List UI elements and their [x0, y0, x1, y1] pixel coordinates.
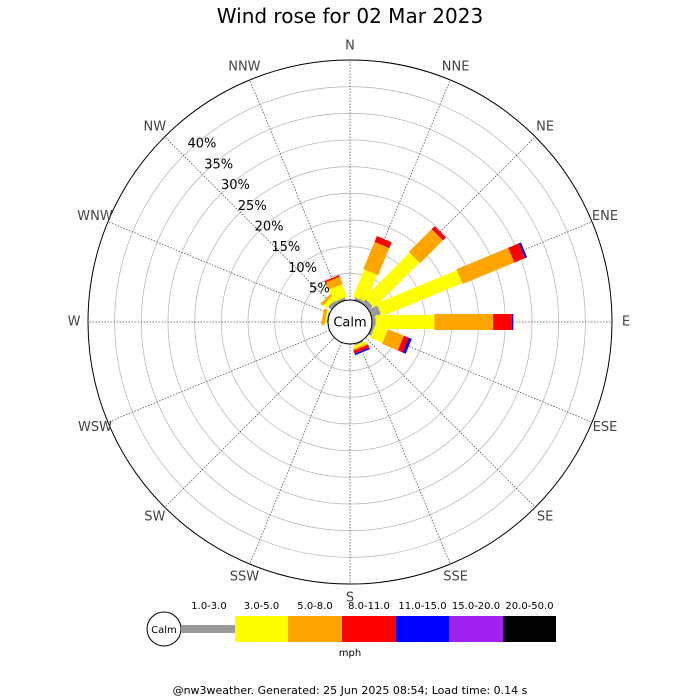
- direction-spoke: [365, 337, 536, 508]
- direction-label: ESE: [593, 420, 618, 435]
- bar-segment-ne-0: [362, 299, 373, 310]
- bar-segment-nne-3: [374, 236, 392, 249]
- bar-segment-e-0: [372, 317, 376, 327]
- direction-label: S: [346, 591, 354, 606]
- bar-segment-ene-4: [519, 242, 528, 259]
- bar-segment-nw-2: [320, 292, 334, 306]
- legend-label-0: 1.0-3.0: [191, 601, 226, 612]
- legend-label-5: 15.0-20.0: [452, 601, 500, 612]
- bar-segment-ese-2: [382, 329, 404, 351]
- direction-label: NNW: [228, 60, 260, 75]
- bar-segment-ese-3: [397, 335, 409, 353]
- direction-label: SE: [537, 510, 553, 525]
- legend-label-1: 3.0-5.0: [244, 601, 279, 612]
- bar-segment-nnw-3: [324, 275, 340, 283]
- bar-segment-e-2: [434, 314, 494, 330]
- direction-label: WSW: [78, 420, 112, 435]
- direction-label: W: [68, 315, 81, 330]
- direction-spoke: [107, 330, 330, 423]
- bar-segment-ne-1: [364, 252, 420, 308]
- direction-label: NW: [144, 119, 167, 134]
- direction-spoke: [164, 337, 335, 508]
- bar-segment-nnw-0: [336, 297, 346, 304]
- bar-segment-nw-0: [328, 300, 338, 310]
- direction-label: SSE: [443, 569, 468, 584]
- bar-segment-e-3: [493, 314, 512, 330]
- bar-segment-ese-1: [370, 325, 388, 343]
- direction-spoke: [249, 342, 342, 565]
- legend-swatch-2: [288, 616, 342, 642]
- legend-label-3: 8.0-11.0: [348, 601, 390, 612]
- bar-segment-e-1: [375, 315, 435, 329]
- direction-label: NE: [536, 119, 554, 134]
- bar-segment-e-4: [511, 314, 514, 330]
- bar-segment-ne-2: [408, 229, 443, 264]
- radial-tick-label: 10%: [288, 261, 317, 276]
- direction-label: WNW: [77, 209, 113, 224]
- legend-swatch-6: [503, 616, 556, 642]
- direction-label: SSW: [230, 569, 260, 584]
- radial-tick-label: 15%: [271, 240, 300, 255]
- legend-label-2: 5.0-8.0: [297, 601, 332, 612]
- direction-label: NNE: [442, 60, 470, 75]
- bar-segment-ne-3: [431, 226, 446, 241]
- legend-units: mph: [338, 648, 362, 659]
- radial-tick-label: 35%: [204, 157, 233, 172]
- bar-segment-nnw-2: [325, 276, 343, 290]
- bar-segment-wnw-w-1: [324, 310, 329, 325]
- bar-segment-ese-0: [368, 326, 375, 336]
- legend-swatch-5: [449, 616, 503, 642]
- bar-segment-ese-4: [402, 337, 412, 354]
- bar-segment-sse-4: [354, 347, 370, 356]
- legend-label-4: 11.0-15.0: [398, 601, 446, 612]
- bar-segment-wnw-w-2: [321, 308, 328, 326]
- legend-swatch-3: [342, 616, 396, 642]
- outer-ring: [87, 59, 613, 585]
- bar-segment-sse-3: [353, 344, 370, 354]
- radial-tick-label: 30%: [221, 178, 250, 193]
- bar-segment-sse-1: [352, 341, 367, 349]
- bar-segment-nne-2: [363, 241, 390, 276]
- radial-tick-label: 40%: [187, 137, 216, 152]
- legend-label-6: 20.0-50.0: [505, 601, 553, 612]
- radial-tick-label: 25%: [238, 199, 267, 214]
- direction-label: SW: [144, 510, 165, 525]
- bar-segment-nne-1: [353, 269, 378, 302]
- legend-calm-label: Calm: [151, 625, 177, 636]
- direction-spoke: [249, 79, 342, 302]
- legend-swatch-1: [235, 616, 288, 642]
- direction-spoke: [107, 221, 330, 314]
- direction-label: N: [345, 39, 355, 54]
- bar-segment-ene-0: [368, 305, 381, 318]
- bar-segment-sse-2: [352, 343, 369, 351]
- calm-circle: [327, 299, 373, 345]
- bar-segment-sse-0: [354, 340, 364, 346]
- direction-label: E: [622, 315, 630, 330]
- direction-label: ENE: [592, 209, 618, 224]
- footer-text: @nw3weather. Generated: 25 Jun 2025 08:5…: [172, 684, 528, 697]
- radial-tick-label: 5%: [309, 282, 330, 297]
- chart-title: Wind rose for 02 Mar 2023: [216, 4, 484, 28]
- direction-spoke: [358, 342, 451, 565]
- bar-segment-nne-0: [354, 297, 364, 304]
- bar-segment-ene-3: [508, 243, 526, 263]
- calm-label: Calm: [333, 316, 366, 331]
- radial-tick-label: 20%: [255, 220, 284, 235]
- legend-swatch-0: [181, 625, 235, 633]
- bar-segment-ene-2: [456, 247, 515, 284]
- bar-segment-nnw-1: [329, 284, 347, 302]
- bar-segment-ene-1: [376, 270, 463, 317]
- legend-swatch-4: [396, 616, 449, 642]
- direction-spoke: [164, 136, 335, 307]
